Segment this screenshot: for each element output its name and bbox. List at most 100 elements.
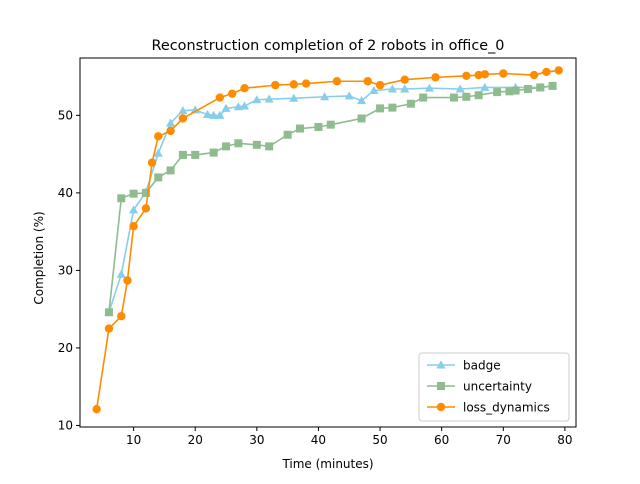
data-point-badge [264, 94, 274, 103]
data-point-loss_dynamics [166, 126, 175, 136]
data-point-badge [221, 103, 231, 112]
data-point-uncertainty [129, 189, 138, 198]
data-point-uncertainty [154, 173, 163, 182]
x-tick-label: 80 [557, 433, 572, 447]
data-point-badge [129, 205, 139, 214]
legend-entry-loss_dynamics: loss_dynamics [427, 401, 550, 415]
data-point-loss_dynamics [227, 89, 237, 98]
data-point-badge [209, 110, 219, 119]
x-axis-label: Time (minutes) [281, 457, 373, 471]
legend-label: loss_dynamics [463, 401, 550, 415]
data-point-loss_dynamics [92, 404, 101, 414]
data-point-loss_dynamics [529, 70, 539, 80]
data-point-uncertainty [376, 104, 385, 113]
data-point-loss_dynamics [462, 71, 471, 81]
data-point-uncertainty [505, 87, 514, 96]
series-uncertainty [104, 81, 557, 317]
data-point-uncertainty [388, 103, 397, 112]
legend-entry-badge: badge [427, 359, 501, 373]
data-point-uncertainty [191, 150, 200, 159]
data-point-badge [165, 118, 176, 127]
y-tick-label: 50 [58, 108, 73, 122]
data-point-loss_dynamics [123, 276, 132, 285]
data-point-uncertainty [295, 124, 304, 133]
data-point-badge [153, 148, 163, 157]
data-point-uncertainty [283, 130, 292, 139]
data-point-loss_dynamics [431, 73, 440, 82]
data-point-uncertainty [523, 85, 532, 94]
data-point-uncertainty [104, 308, 113, 317]
x-axis-ticks: 10 20 30 40 50 60 70 80 [126, 427, 573, 447]
series-loss_dynamics [92, 66, 563, 414]
data-point-badge [369, 85, 379, 95]
data-point-uncertainty [209, 148, 218, 157]
data-point-uncertainty [548, 81, 557, 90]
data-point-uncertainty [252, 140, 261, 149]
data-point-uncertainty [326, 120, 335, 129]
data-point-badge [190, 105, 200, 114]
data-point-uncertainty [419, 93, 428, 102]
data-point-loss_dynamics [147, 158, 157, 167]
data-point-uncertainty [178, 150, 187, 159]
data-point-badge [480, 82, 490, 91]
data-point-uncertainty [166, 166, 175, 175]
data-point-uncertainty [265, 142, 274, 151]
data-point-uncertainty [406, 99, 415, 108]
data-point-loss_dynamics [154, 132, 163, 141]
y-tick-label: 20 [58, 341, 73, 355]
x-tick-label: 70 [496, 433, 511, 447]
data-point-uncertainty [493, 88, 502, 97]
data-point-badge [239, 101, 250, 110]
data-point-uncertainty [117, 194, 126, 203]
data-point-uncertainty [450, 93, 459, 102]
data-point-loss_dynamics [542, 67, 551, 77]
x-tick-label: 60 [434, 433, 449, 447]
y-tick-label: 30 [58, 263, 73, 277]
data-point-badge [320, 92, 330, 101]
legend-marker [436, 360, 446, 369]
data-point-loss_dynamics [332, 77, 342, 86]
legend-marker [437, 382, 445, 390]
data-point-uncertainty [357, 114, 366, 123]
y-axis-label: Completion (%) [32, 211, 46, 304]
data-point-uncertainty [462, 92, 471, 101]
data-point-uncertainty [141, 188, 150, 197]
data-point-uncertainty [314, 122, 323, 131]
data-point-badge [455, 84, 465, 93]
data-point-uncertainty [222, 142, 231, 151]
data-point-badge [289, 93, 299, 102]
data-point-loss_dynamics [271, 80, 280, 90]
data-point-badge [387, 84, 397, 93]
x-tick-label: 30 [249, 433, 264, 447]
data-point-loss_dynamics [301, 79, 311, 88]
plot-area [92, 66, 563, 414]
y-tick-label: 10 [58, 418, 73, 432]
x-tick-label: 20 [188, 433, 203, 447]
data-point-loss_dynamics [480, 70, 490, 79]
data-point-badge [424, 83, 434, 92]
data-point-uncertainty [474, 91, 483, 100]
data-point-loss_dynamics [215, 93, 225, 102]
legend-entry-uncertainty: uncertainty [427, 380, 532, 394]
legend-marker [436, 402, 446, 412]
data-point-badge [202, 109, 213, 119]
y-tick-label: 40 [58, 186, 73, 200]
data-point-badge [252, 95, 262, 104]
data-point-loss_dynamics [375, 80, 385, 90]
data-point-loss_dynamics [129, 222, 138, 231]
data-point-badge [178, 106, 188, 115]
y-axis-ticks: 10 20 30 40 50 [58, 108, 80, 432]
data-point-loss_dynamics [141, 204, 151, 213]
data-point-badge [400, 84, 410, 93]
data-point-badge [116, 269, 126, 278]
data-point-loss_dynamics [363, 77, 372, 86]
data-point-uncertainty [234, 139, 243, 148]
x-tick-label: 50 [372, 433, 387, 447]
data-point-loss_dynamics [178, 114, 188, 123]
legend-label: badge [463, 359, 501, 373]
data-point-loss_dynamics [499, 69, 508, 78]
data-point-loss_dynamics [554, 66, 563, 75]
axes-frame [79, 57, 577, 428]
